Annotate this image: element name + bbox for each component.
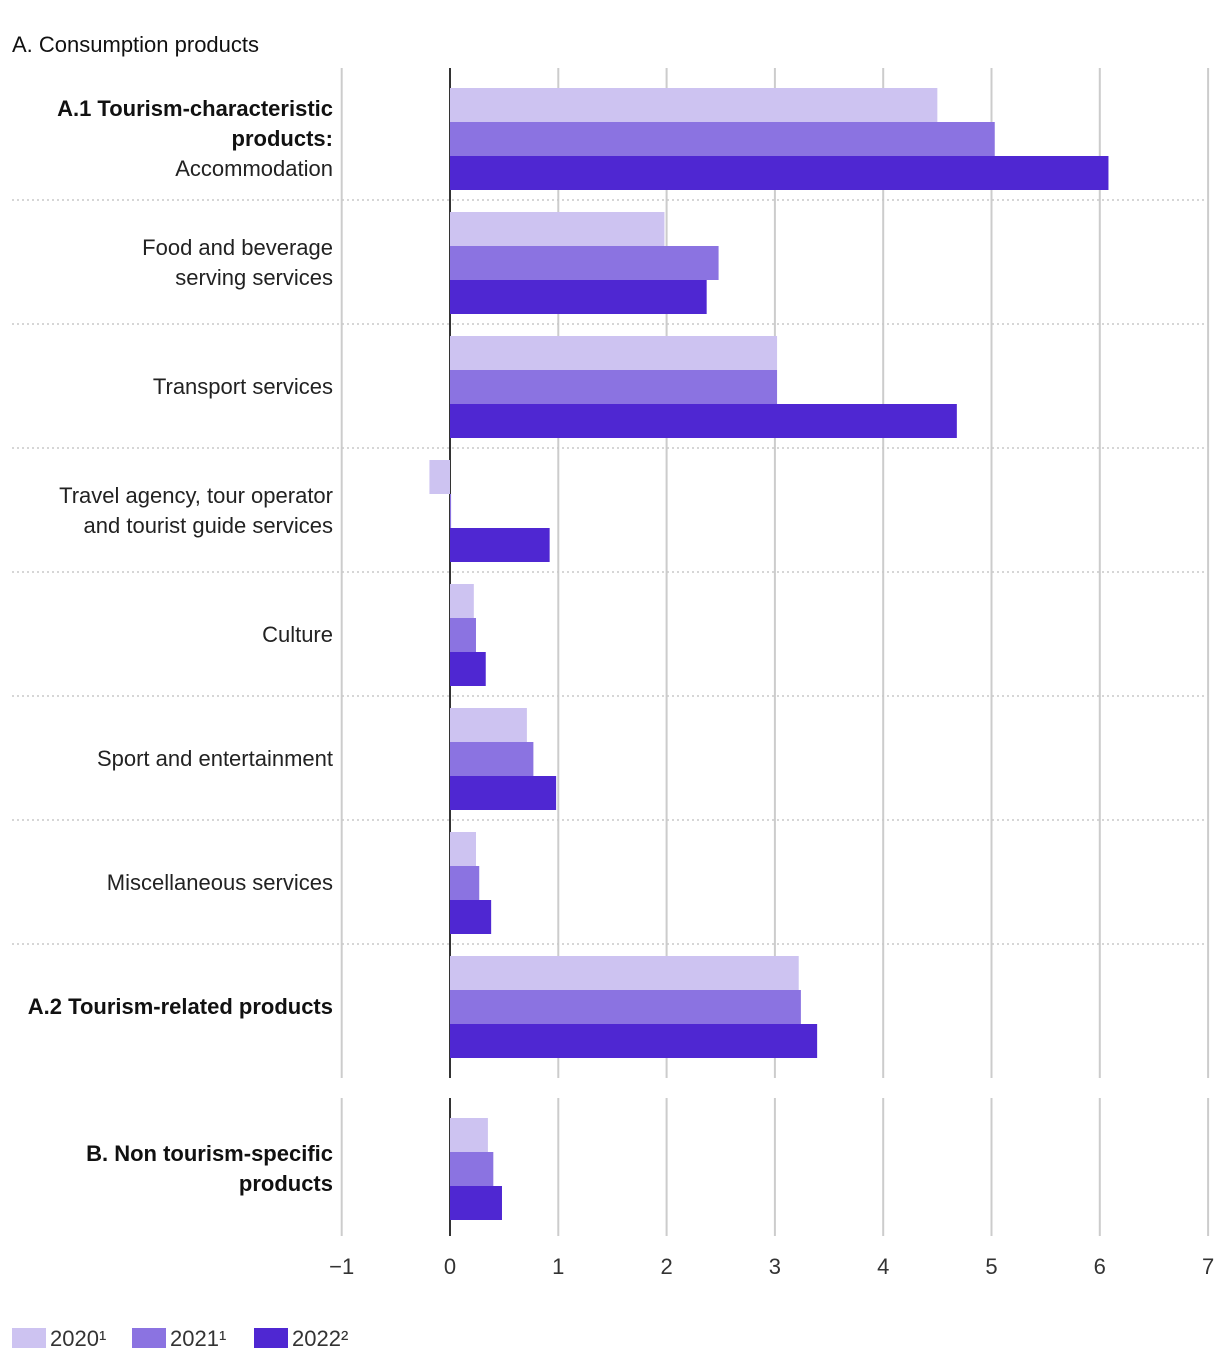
legend-swatch — [132, 1328, 166, 1348]
bar: 2020¹: 0.24 — [450, 832, 476, 866]
bar: 2020¹: 0.35 — [450, 1118, 488, 1152]
bar: 2021¹: 3.02 — [450, 370, 778, 404]
bar: 2021¹: 0.27 — [450, 866, 480, 900]
bar: 2022²: 0.92 — [450, 528, 550, 562]
category-label: A.2 Tourism-related products — [28, 994, 333, 1019]
category-label-line: Culture — [262, 622, 333, 647]
x-tick-label: 7 — [1202, 1254, 1214, 1279]
bar: 2021¹: 3.24 — [450, 990, 801, 1024]
bar: 2022²: 0.38 — [450, 900, 492, 934]
category-label-line: A.2 Tourism-related products — [28, 994, 333, 1019]
bar: 2020¹: 3.22 — [450, 956, 799, 990]
category-label-line: Travel agency, tour operator — [59, 483, 333, 508]
category-label-line: Accommodation — [175, 156, 333, 181]
legend-label: 2022² — [292, 1326, 348, 1351]
bar: 2021¹: 5.03 — [450, 122, 995, 156]
bar: 2020¹: 0.22 — [450, 584, 474, 618]
x-tick-label: −1 — [329, 1254, 354, 1279]
category-label: Transport services — [153, 374, 333, 399]
legend-swatch — [254, 1328, 288, 1348]
category-label-line: Transport services — [153, 374, 333, 399]
x-tick-label: 1 — [552, 1254, 564, 1279]
bar: 2022²: 4.68 — [450, 404, 957, 438]
x-tick-label: 3 — [769, 1254, 781, 1279]
x-tick-label: 0 — [444, 1254, 456, 1279]
x-tick-label: 5 — [985, 1254, 997, 1279]
category-label-line: products: — [232, 126, 333, 151]
bar: 2020¹: 3.02 — [450, 336, 778, 370]
category-label: Culture — [262, 622, 333, 647]
category-label-line: products — [239, 1171, 333, 1196]
x-tick-label: 2 — [660, 1254, 672, 1279]
bar: 2020¹: 0.71 — [450, 708, 527, 742]
bar: 2020¹: 4.5 — [450, 88, 938, 122]
x-tick-label: 4 — [877, 1254, 889, 1279]
category-label-line: Miscellaneous services — [107, 870, 333, 895]
legend-label: 2020¹ — [50, 1326, 106, 1351]
bar: 2022²: 6.08 — [450, 156, 1109, 190]
category-label-line: Sport and entertainment — [97, 746, 333, 771]
category-label: B. Non tourism-specific products — [86, 1141, 333, 1196]
category-label-line: B. Non tourism-specific — [86, 1141, 333, 1166]
category-label-line: A.1 Tourism-characteristic — [57, 96, 333, 121]
bar: 2022²: 0.33 — [450, 652, 486, 686]
bar: 2020¹: -0.19 — [429, 460, 450, 494]
section-title: A. Consumption products — [12, 32, 259, 57]
bar: 2021¹: 2.48 — [450, 246, 719, 280]
bar: 2021¹: 0.24 — [450, 618, 476, 652]
bar: 2022²: 0.98 — [450, 776, 557, 810]
x-tick-label: 6 — [1094, 1254, 1106, 1279]
category-label: Food and beverage serving services — [142, 235, 333, 290]
category-label: Miscellaneous services — [107, 870, 333, 895]
legend-label: 2021¹ — [170, 1326, 226, 1351]
category-label: Sport and entertainment — [97, 746, 333, 771]
category-label-line: Food and beverage — [142, 235, 333, 260]
category-label-line: and tourist guide services — [84, 513, 333, 538]
category-label: Travel agency, tour operator and tourist … — [59, 483, 333, 538]
bar: 2021¹: 0.4 — [450, 1152, 494, 1186]
bar: 2021¹: 0.01 — [450, 494, 452, 528]
category-label: A.1 Tourism-characteristic products: Accom… — [57, 96, 333, 181]
bar: 2022²: 3.39 — [450, 1024, 818, 1058]
bar: 2020¹: 1.98 — [450, 212, 665, 246]
bar: 2022²: 0.48 — [450, 1186, 502, 1220]
bar: 2021¹: 0.77 — [450, 742, 534, 776]
bar: 2022²: 2.37 — [450, 280, 707, 314]
category-label-line: serving services — [175, 265, 333, 290]
legend-swatch — [12, 1328, 46, 1348]
